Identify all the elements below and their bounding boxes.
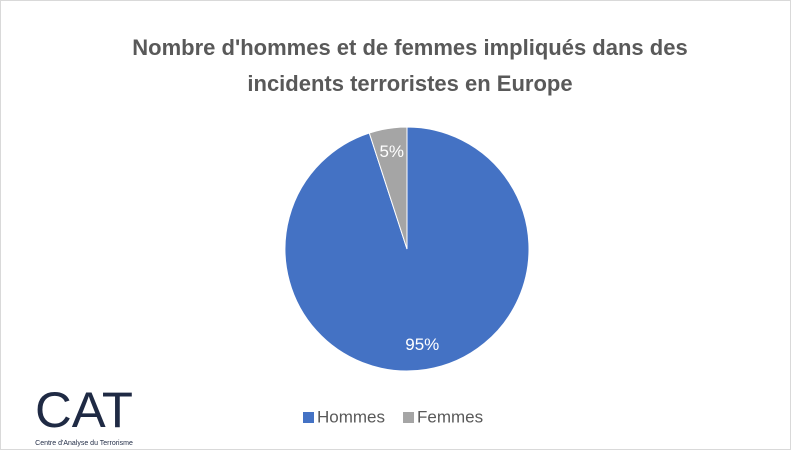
logo-caption: Centre d'Analyse du Terrorisme — [35, 440, 133, 447]
legend-swatch — [303, 412, 314, 423]
pie-slice — [368, 126, 408, 250]
data-label: 5% — [379, 142, 404, 161]
legend-label: Hommes — [317, 407, 385, 426]
legend-label: Femmes — [417, 407, 483, 426]
legend-swatch — [403, 412, 415, 423]
data-label: 95% — [405, 335, 439, 354]
chart-title: Nombre d'hommes et de femmes impliqués d… — [132, 35, 688, 96]
logo-text: CAT — [35, 382, 133, 438]
